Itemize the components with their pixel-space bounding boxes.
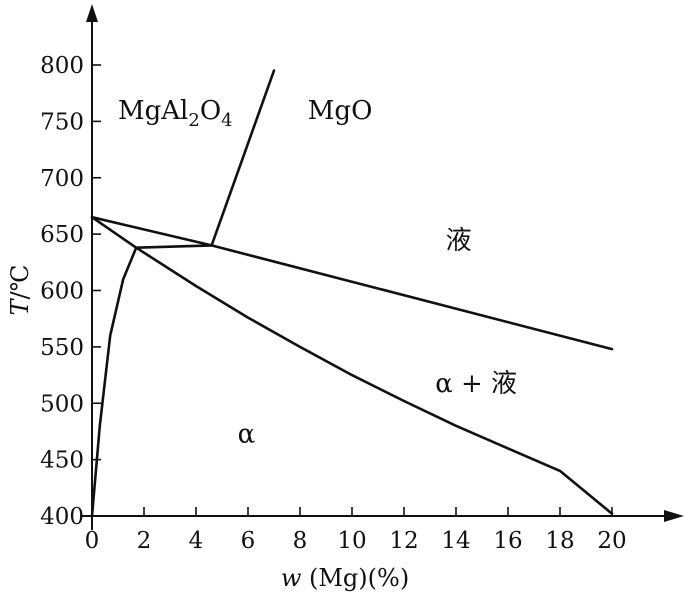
phase-line-2	[90, 215, 614, 516]
y-axis-label: T/℃	[6, 265, 34, 316]
region-label-mgo: MgO	[308, 96, 373, 126]
axes	[80, 4, 684, 530]
phase-line-4	[134, 244, 213, 249]
phase-line-1	[90, 215, 614, 351]
x-tick-label-18: 18	[545, 528, 574, 554]
x-tick-label-12: 12	[389, 528, 418, 554]
y-tick-label-600: 600	[40, 279, 84, 305]
x-tick-label-14: 14	[441, 528, 470, 554]
x-tick-label-10: 10	[337, 528, 366, 554]
x-axis-label: w (Mg)(%)	[281, 564, 409, 592]
phase-line-3	[90, 246, 138, 518]
y-tick-label-550: 550	[40, 335, 84, 361]
y-axis-arrow	[86, 4, 98, 22]
region-label-alpha: α	[238, 420, 256, 450]
region-label-mgal2o4-part-2: O	[200, 96, 221, 126]
region-label-mgal2o4-part-0: MgAl	[118, 96, 188, 126]
annotations: MgAl2O4 MgO 液 α + 液 α	[118, 96, 517, 450]
y-tick-label-450: 450	[40, 448, 84, 474]
y-tick-label-700: 700	[40, 166, 84, 192]
y-tick-label-750: 750	[40, 109, 84, 135]
x-tick-label-20: 20	[597, 528, 626, 554]
x-tick-label-8: 8	[293, 528, 308, 554]
region-label-mgal2o4-part-3: 4	[221, 110, 232, 131]
region-label-mgal2o4: MgAl2O4	[118, 96, 233, 131]
y-tick-label-500: 500	[40, 391, 84, 417]
x-tick-label-2: 2	[137, 528, 152, 554]
region-label-alpha-liquid: α + 液	[435, 369, 517, 399]
y-axis-label-symbol: T	[6, 297, 34, 315]
y-tick-label-400: 400	[40, 504, 84, 530]
region-label-mgal2o4-part-1: 2	[188, 110, 199, 131]
x-tick-label-16: 16	[493, 528, 522, 554]
x-axis-label-unit: (Mg)(%)	[301, 564, 409, 592]
series-layer	[90, 69, 614, 518]
ticks: 400 450 500 550 600 650 700 750 800 0 2 4 6 8 10 12 14 16…	[40, 53, 627, 554]
y-tick-label-800: 800	[40, 53, 84, 79]
x-axis-arrow	[664, 510, 684, 522]
x-axis-label-symbol: w	[281, 564, 302, 592]
region-label-liquid: 液	[446, 226, 472, 256]
x-tick-label-6: 6	[241, 528, 256, 554]
x-tick-label-4: 4	[189, 528, 204, 554]
x-tick-label-0: 0	[85, 528, 100, 554]
phase-line-5	[210, 69, 276, 247]
y-tick-label-650: 650	[40, 222, 84, 248]
y-axis-label-unit: /℃	[6, 265, 34, 300]
